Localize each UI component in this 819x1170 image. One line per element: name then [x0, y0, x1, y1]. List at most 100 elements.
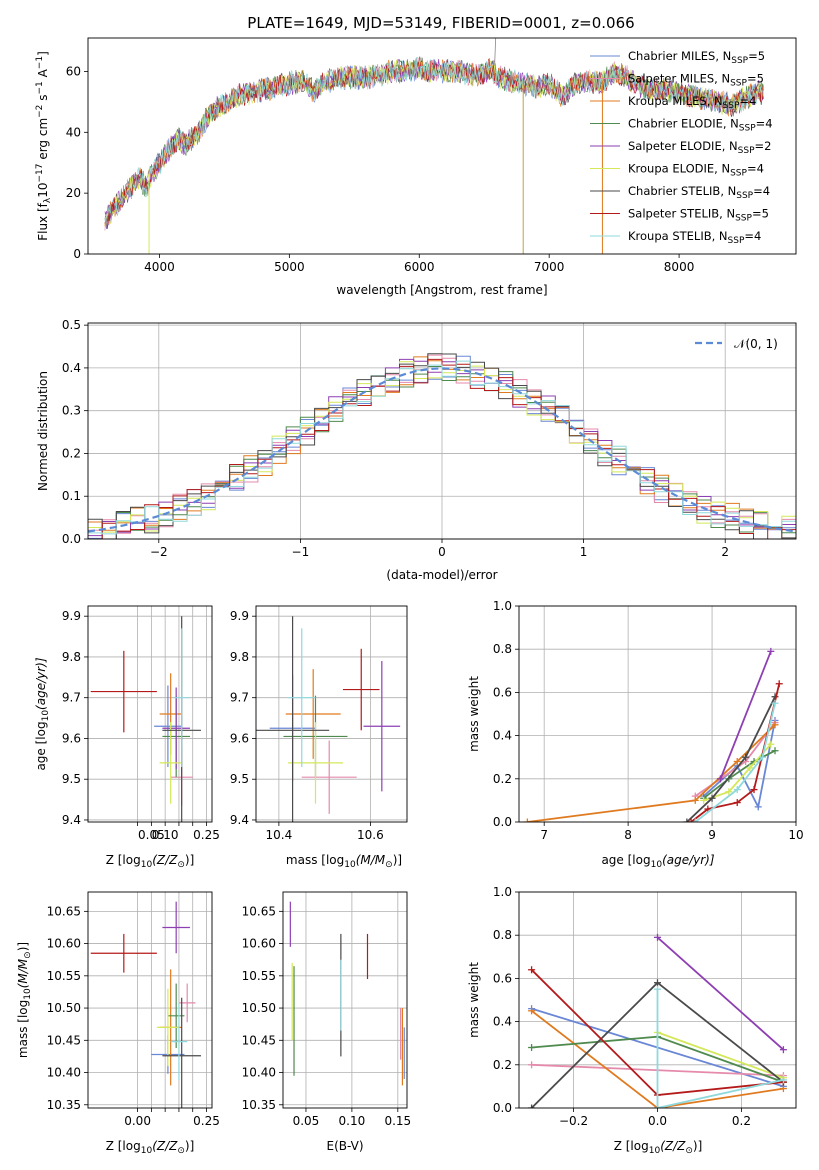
- y-tick-label: 10.45: [242, 1033, 276, 1047]
- y-tick-label: 60: [66, 64, 81, 78]
- y-tick-label: 0.0: [62, 532, 81, 546]
- x-tick-label: 7000: [534, 260, 565, 274]
- x-axis-label: Z [log10(Z/Z⊙)]: [106, 1139, 195, 1156]
- legend-entry: Chabrier STELIB, NSSP=4: [628, 184, 770, 201]
- weight-marker-kroupa-miles: [528, 1007, 536, 1015]
- mass-vs-extinction-panel: 0.05 0.10 0.15 10.35 10.40 10.45 10.50 10.55 10.…: [242, 891, 411, 1153]
- x-axis-label: (data-model)/error: [386, 568, 497, 582]
- weight-marker-kroupa-elodie: [767, 740, 775, 748]
- weight-line-salpeter-elodie: [719, 651, 772, 780]
- y-axis-label: Flux [fλ10−17 erg cm−2 s−1 A−1]: [35, 51, 53, 241]
- y-tick-label: 9.8: [62, 650, 81, 664]
- spectrum-line-salpeter-stelib: [104, 57, 764, 230]
- x-tick-label: 0.15: [384, 1114, 411, 1128]
- x-tick-label: 0.00: [124, 1114, 151, 1128]
- y-axis-label: mass weight: [467, 676, 481, 752]
- x-tick-label: 4000: [144, 260, 175, 274]
- weight-marker-chabrier-stelib: [683, 818, 691, 822]
- legend-entry: Kroupa STELIB, NSSP=4: [628, 229, 761, 246]
- errorbar-kroupa-stelib: [288, 628, 316, 767]
- y-tick-label: 10.60: [47, 937, 81, 951]
- weight-marker-chabrier-stelib: [708, 794, 716, 802]
- x-axis-label: E(B-V): [326, 1139, 363, 1153]
- spectrum-line-kroupa-stelib: [104, 56, 764, 228]
- mass-vs-metallicity-panel: 0.00 0.25 10.35 10.40 10.45 10.50 10.55 10.60 10…: [16, 891, 220, 1156]
- y-tick-label: 10.55: [47, 969, 81, 983]
- y-tick-label: 0.8: [493, 642, 512, 656]
- y-tick-label: 0: [73, 247, 81, 261]
- x-tick-label: 0.25: [193, 1114, 220, 1128]
- x-tick-label: −0.2: [559, 1114, 588, 1128]
- weight-line-kroupa-miles: [527, 724, 776, 822]
- weight-marker-kroupa-stelib: [779, 1076, 787, 1084]
- y-tick-label: 10.35: [242, 1098, 276, 1112]
- weight-marker-kroupa-stelib: [654, 1104, 661, 1108]
- weight-line-kroupa-stelib: [694, 702, 776, 822]
- y-tick-label: 9.6: [230, 731, 249, 745]
- errorbar-chabrier-stelib: [256, 616, 330, 822]
- y-axis-label: mass [log10(M/M⊙)]: [16, 942, 33, 1058]
- weight-marker-chabrier-stelib: [742, 753, 750, 761]
- spectrum-panel: 4000 5000 6000 7000 8000 0 20 40 60 wavelength [A…: [35, 37, 797, 297]
- spectrum-spike: [494, 38, 497, 66]
- legend-entry: Salpeter MILES, NSSP=5: [628, 72, 764, 89]
- weight-marker-salpeter-stelib: [775, 680, 783, 688]
- weight-marker-salpeter-elodie: [716, 775, 724, 783]
- x-tick-label: 0.05: [293, 1114, 320, 1128]
- y-tick-label: 9.7: [230, 691, 249, 705]
- errorbar-salpeter-elodie: [162, 687, 190, 770]
- y-tick-label: 9.9: [62, 609, 81, 623]
- errorbar-kroupa-elodie: [288, 722, 343, 804]
- axes-frame: [87, 37, 797, 255]
- legend-entry: Kroupa MILES, NSSP=4: [628, 94, 756, 111]
- weight-line-chabrier-stelib: [686, 696, 776, 822]
- y-tick-label: 0.0: [493, 815, 512, 829]
- x-tick-label: 2: [721, 545, 729, 559]
- y-tick-label: 10.60: [242, 937, 276, 951]
- x-tick-label: 0: [438, 545, 446, 559]
- weight-marker-kroupa-elodie: [700, 796, 708, 804]
- plot-area: [90, 616, 201, 822]
- weight-marker-kroupa-miles: [733, 758, 741, 766]
- y-tick-label: 0.3: [62, 404, 81, 418]
- residuals-panel: −2 −1 0 1 2 0.0 0.1 0.2 0.3 0.4 0.5 (data-model)/er…: [36, 318, 797, 582]
- y-tick-label: 10.50: [47, 1001, 81, 1015]
- x-tick-label: 10: [788, 828, 803, 842]
- legend-entry: Chabrier MILES, NSSP=5: [628, 49, 765, 66]
- weight-marker-kroupa-miles: [691, 796, 699, 804]
- weight-marker-chabrier-elodie: [771, 747, 779, 755]
- y-tick-label: 40: [66, 125, 81, 139]
- weight-marker-salpeter-stelib: [528, 966, 536, 974]
- weight-marker-salpeter-stelib: [750, 786, 758, 794]
- weight-marker-chabrier-stelib: [654, 979, 661, 987]
- errorbar-salpeter-stelib: [342, 648, 380, 731]
- y-axis-label: Normed distribution: [36, 371, 50, 491]
- weight-marker-salpeter-miles: [528, 1061, 536, 1069]
- y-tick-label: 0.2: [493, 1058, 512, 1072]
- x-tick-label: 0.2: [732, 1114, 751, 1128]
- plot-area: [528, 933, 787, 1108]
- y-tick-label: 9.4: [230, 813, 249, 827]
- errorbar-salpeter-elodie: [162, 901, 190, 954]
- x-tick-label: 9: [708, 828, 716, 842]
- weight-marker-kroupa-stelib: [654, 985, 661, 993]
- errorbar-kroupa-elodie: [159, 722, 182, 804]
- y-tick-label: 9.6: [62, 731, 81, 745]
- x-tick-label: 0.10: [339, 1114, 366, 1128]
- weight-marker-chabrier-miles: [754, 803, 762, 811]
- weight-marker-kroupa-elodie: [746, 764, 754, 772]
- x-tick-label: 10.6: [357, 828, 384, 842]
- weight-marker-chabrier-elodie: [528, 1044, 536, 1052]
- weight-line-salpeter-elodie: [656, 936, 784, 1051]
- errorbar-chabrier-miles: [154, 685, 182, 767]
- y-tick-label: 0.4: [493, 729, 512, 743]
- weight-marker-kroupa-elodie: [725, 788, 733, 796]
- y-tick-label: 10.50: [242, 1001, 276, 1015]
- plot-area: [256, 616, 401, 822]
- y-tick-label: 10.65: [47, 904, 81, 918]
- y-tick-label: 1.0: [493, 885, 512, 899]
- legend-entry: Kroupa ELODIE, NSSP=4: [628, 162, 764, 179]
- x-axis-label: Z [log10(Z/Z⊙)]: [106, 853, 195, 870]
- errorbar-salpeter-stelib: [90, 650, 157, 733]
